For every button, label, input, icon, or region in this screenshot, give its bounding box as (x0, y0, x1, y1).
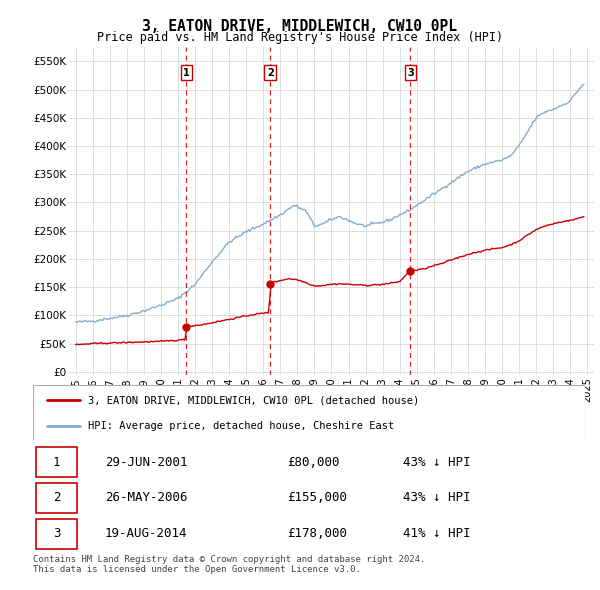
FancyBboxPatch shape (36, 447, 77, 477)
Text: 3, EATON DRIVE, MIDDLEWICH, CW10 0PL (detached house): 3, EATON DRIVE, MIDDLEWICH, CW10 0PL (de… (88, 395, 419, 405)
Text: £178,000: £178,000 (287, 527, 347, 540)
Text: £155,000: £155,000 (287, 491, 347, 504)
Text: Price paid vs. HM Land Registry's House Price Index (HPI): Price paid vs. HM Land Registry's House … (97, 31, 503, 44)
Text: HPI: Average price, detached house, Cheshire East: HPI: Average price, detached house, Ches… (88, 421, 394, 431)
FancyBboxPatch shape (36, 483, 77, 513)
Text: 3: 3 (407, 68, 414, 78)
Text: 2: 2 (53, 491, 60, 504)
Text: 41% ↓ HPI: 41% ↓ HPI (403, 527, 470, 540)
Text: 2: 2 (267, 68, 274, 78)
Text: 43% ↓ HPI: 43% ↓ HPI (403, 491, 470, 504)
FancyBboxPatch shape (36, 519, 77, 549)
Text: 26-MAY-2006: 26-MAY-2006 (105, 491, 187, 504)
Text: 3, EATON DRIVE, MIDDLEWICH, CW10 0PL: 3, EATON DRIVE, MIDDLEWICH, CW10 0PL (143, 19, 458, 34)
Text: 1: 1 (53, 455, 60, 468)
Text: 29-JUN-2001: 29-JUN-2001 (105, 455, 187, 468)
FancyBboxPatch shape (33, 385, 585, 440)
Text: 1: 1 (183, 68, 190, 78)
Text: Contains HM Land Registry data © Crown copyright and database right 2024.
This d: Contains HM Land Registry data © Crown c… (33, 555, 425, 574)
Text: 19-AUG-2014: 19-AUG-2014 (105, 527, 187, 540)
Text: £80,000: £80,000 (287, 455, 340, 468)
Text: 43% ↓ HPI: 43% ↓ HPI (403, 455, 470, 468)
Text: 3: 3 (53, 527, 60, 540)
